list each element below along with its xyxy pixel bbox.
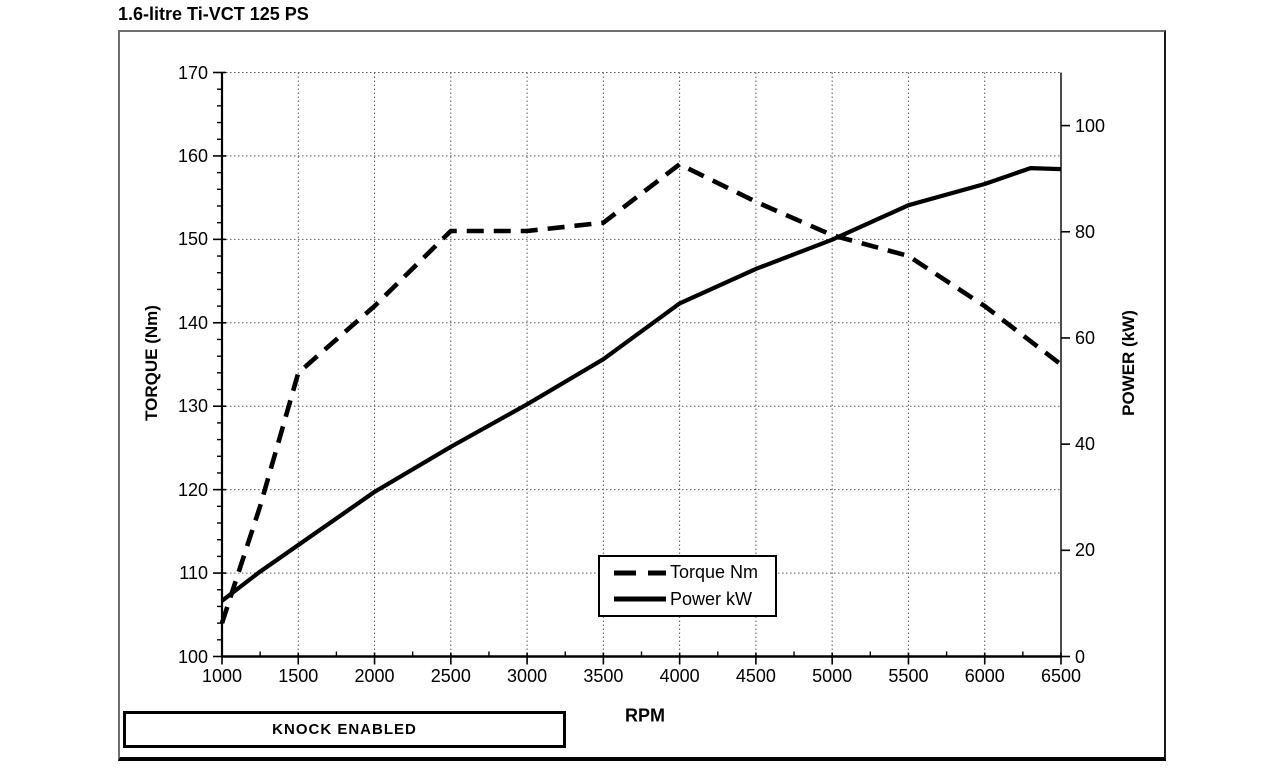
chart-title: 1.6-litre Ti-VCT 125 PS bbox=[118, 4, 309, 24]
chart-frame bbox=[118, 30, 1166, 761]
power-tick-label: 20 bbox=[1075, 540, 1096, 561]
legend-label-power: Power kW bbox=[670, 588, 753, 609]
legend-item-torque: Torque Nm bbox=[614, 560, 769, 586]
torque-tick-label: 120 bbox=[177, 479, 208, 500]
rpm-tick-label: 3000 bbox=[507, 666, 548, 686]
power-tick-label: 80 bbox=[1075, 221, 1096, 242]
legend: Torque Nm Power kW bbox=[598, 555, 777, 617]
rpm-tick-label: 1000 bbox=[201, 666, 243, 686]
rpm-tick-label: 6500 bbox=[1040, 666, 1082, 686]
legend-item-power: Power kW bbox=[614, 586, 769, 612]
torque-tick-label: 150 bbox=[177, 229, 208, 250]
power-tick-label: 100 bbox=[1075, 115, 1106, 136]
x-axis-title: RPM bbox=[625, 705, 665, 726]
rpm-tick-label: 2000 bbox=[354, 666, 395, 686]
y-left-axis-title: TORQUE (Nm) bbox=[142, 305, 161, 421]
rpm-tick-label: 5000 bbox=[812, 666, 853, 686]
torque-tick-label: 170 bbox=[177, 62, 208, 83]
torque-tick-label: 110 bbox=[179, 563, 208, 584]
torque-tick-label: 160 bbox=[177, 145, 208, 166]
rpm-tick-label: 5500 bbox=[888, 666, 929, 686]
solid-line-sample bbox=[614, 596, 666, 602]
knock-enabled-box: KNOCK ENABLED bbox=[123, 711, 566, 748]
rpm-tick-label: 3500 bbox=[583, 666, 624, 686]
torque-tick-label: 140 bbox=[177, 312, 208, 333]
power-tick-label: 0 bbox=[1075, 646, 1086, 667]
rpm-tick-label: 4500 bbox=[735, 666, 776, 686]
power-tick-label: 40 bbox=[1075, 434, 1096, 455]
rpm-tick-label: 4000 bbox=[659, 666, 700, 686]
torque-tick-label: 100 bbox=[177, 646, 208, 667]
rpm-tick-label: 2500 bbox=[430, 666, 471, 686]
rpm-tick-label: 1500 bbox=[278, 666, 319, 686]
y-right-axis-title: POWER (kW) bbox=[1119, 310, 1138, 416]
legend-label-torque: Torque Nm bbox=[670, 562, 759, 583]
dashed-line-sample bbox=[614, 570, 666, 576]
power-tick-label: 60 bbox=[1075, 327, 1096, 348]
knock-enabled-label: KNOCK ENABLED bbox=[272, 721, 417, 738]
torque-tick-label: 130 bbox=[177, 396, 208, 417]
rpm-tick-label: 6000 bbox=[964, 666, 1005, 686]
